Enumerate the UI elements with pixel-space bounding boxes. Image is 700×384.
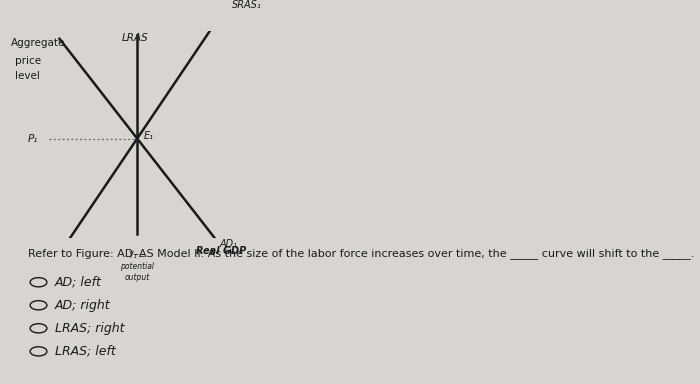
Text: price: price — [15, 56, 41, 66]
Text: AD; right: AD; right — [55, 299, 110, 312]
Text: LRAS; right: LRAS; right — [55, 322, 124, 335]
Text: Aggregate: Aggregate — [10, 38, 65, 48]
Text: SRAS₁: SRAS₁ — [232, 0, 262, 10]
Text: LRAS; left: LRAS; left — [55, 345, 116, 358]
Text: Refer to Figure: AD–AS Model II. As the size of the labor force increases over t: Refer to Figure: AD–AS Model II. As the … — [28, 248, 694, 258]
Text: Real GDP: Real GDP — [196, 247, 246, 257]
Text: level: level — [15, 71, 41, 81]
Text: LRAS: LRAS — [122, 33, 148, 43]
Text: AD₁: AD₁ — [219, 239, 237, 249]
Text: AD; left: AD; left — [55, 276, 102, 289]
Text: P₁: P₁ — [28, 134, 38, 144]
Text: E₁: E₁ — [144, 131, 153, 141]
Text: Y₁ =
potential
output: Y₁ = potential output — [120, 250, 154, 282]
